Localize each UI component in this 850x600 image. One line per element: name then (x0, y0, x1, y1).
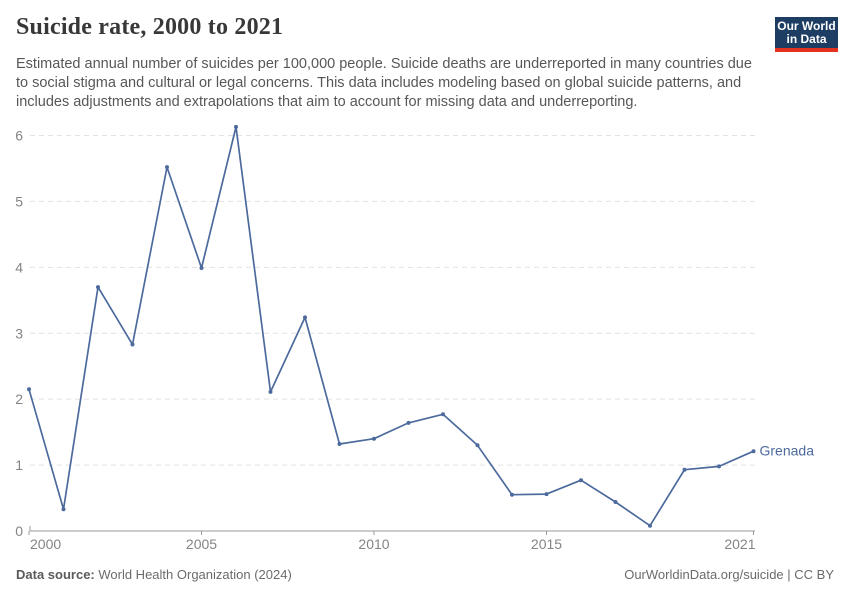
data-point[interactable] (199, 266, 204, 270)
y-tick-label: 6 (15, 128, 23, 144)
y-tick-label: 3 (15, 325, 23, 341)
data-point[interactable] (544, 492, 549, 497)
chart-title: Suicide rate, 2000 to 2021 (16, 14, 284, 40)
data-line-grenada[interactable] (28, 126, 755, 527)
data-point[interactable] (751, 449, 756, 454)
data-point[interactable] (96, 285, 100, 290)
y-tick-label: 5 (15, 193, 23, 209)
data-source: Data source: World Health Organization (… (16, 567, 292, 582)
data-point[interactable] (717, 464, 721, 469)
data-point[interactable] (165, 165, 169, 170)
data-source-label: Data source: (16, 567, 95, 582)
owid-logo-line2: in Data (786, 32, 827, 46)
data-point[interactable] (61, 507, 66, 512)
data-point[interactable] (303, 315, 307, 320)
data-point[interactable] (579, 478, 583, 483)
data-point[interactable] (441, 412, 445, 417)
y-tick-label: 1 (15, 457, 23, 473)
data-point[interactable] (130, 342, 135, 347)
data-point[interactable] (337, 442, 342, 446)
data-source-value: World Health Organization (2024) (94, 567, 292, 582)
owid-logo-line1: Our World (777, 19, 836, 33)
data-point[interactable] (682, 467, 687, 472)
series-label[interactable]: Grenada (760, 443, 815, 459)
data-point[interactable] (475, 443, 480, 448)
x-tick-label: 2000 (30, 536, 61, 552)
data-point[interactable] (510, 492, 514, 497)
data-point[interactable] (372, 436, 376, 441)
data-point[interactable] (406, 420, 411, 425)
data-point[interactable] (268, 389, 273, 394)
x-tick-label: 2005 (186, 536, 217, 552)
y-tick-label: 2 (15, 391, 23, 407)
data-point[interactable] (234, 124, 238, 129)
chart-subtitle: Estimated annual number of suicides per … (16, 56, 752, 110)
y-tick-label: 0 (15, 523, 23, 539)
data-point[interactable] (27, 387, 31, 392)
data-point[interactable] (613, 500, 618, 504)
x-tick-label: 2015 (531, 536, 562, 552)
x-tick-label: 2021 (724, 536, 755, 552)
x-tick-label: 2010 (358, 536, 389, 552)
owid-logo[interactable]: Our World in Data (775, 17, 838, 52)
data-point[interactable] (648, 523, 652, 528)
chart-footer: Data source: World Health Organization (… (16, 567, 834, 582)
footer-attribution: OurWorldinData.org/suicide | CC BY (624, 567, 834, 582)
y-tick-label: 4 (15, 259, 23, 275)
